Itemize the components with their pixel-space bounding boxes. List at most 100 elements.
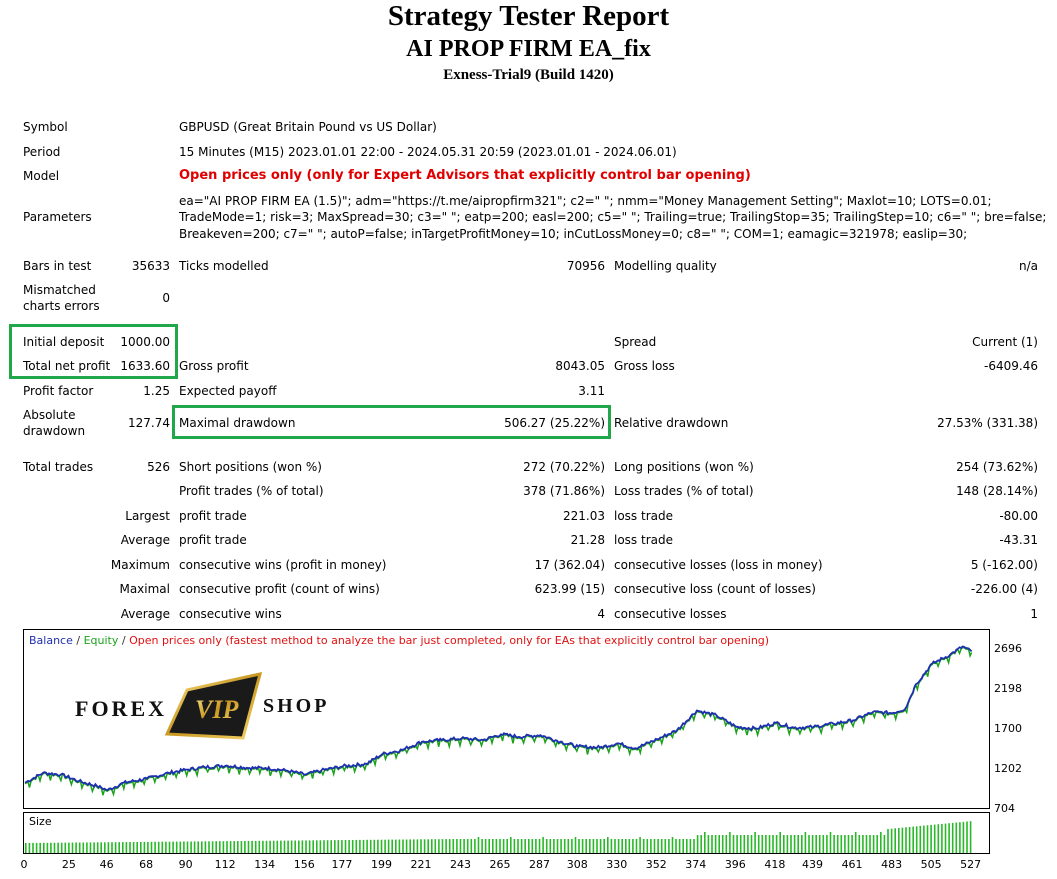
size-bar <box>513 839 516 853</box>
parameters-line-2: TradeMode=1; risk=3; MaxSpread=30; c3=" … <box>179 210 1047 224</box>
size-bar <box>46 842 49 853</box>
maximal-loss-value: -226.00 (4) <box>970 582 1038 596</box>
max-losses-label: consecutive losses (loss in money) <box>614 558 823 572</box>
logo-text-forex: FOREX <box>75 696 167 721</box>
size-bar <box>700 835 702 853</box>
x-tick-label: 243 <box>449 858 471 871</box>
size-bar <box>64 842 67 853</box>
logo-badge-shape <box>164 672 263 740</box>
maximal-profit-value: 623.99 (15) <box>534 582 605 596</box>
size-bar <box>150 841 153 853</box>
size-bar <box>143 841 146 853</box>
size-bar <box>118 842 120 853</box>
size-bar <box>660 839 663 853</box>
size-bar <box>959 822 961 853</box>
size-bar <box>129 842 131 853</box>
size-bar <box>330 840 332 853</box>
size-bar <box>290 840 293 853</box>
size-bar <box>689 839 692 853</box>
avg-wins-label: consecutive wins <box>179 607 282 621</box>
size-bar <box>815 835 817 853</box>
size-bar <box>193 841 196 853</box>
size-bar <box>316 840 318 853</box>
size-bar <box>926 825 929 853</box>
size-bar <box>657 839 659 853</box>
size-bar <box>175 841 178 853</box>
size-label: Size <box>29 815 52 828</box>
size-bar <box>384 839 386 853</box>
y-tick-label: 1202 <box>994 762 1022 775</box>
size-bar <box>201 841 203 853</box>
x-tick-label: 439 <box>802 858 824 871</box>
deposit-value: 1000.00 <box>120 335 170 349</box>
size-bar <box>797 835 799 853</box>
size-bar <box>104 842 106 853</box>
size-bar <box>39 842 41 853</box>
size-bar <box>409 839 411 853</box>
report-subtitle: AI PROP FIRM EA_fix <box>406 36 651 62</box>
size-bar <box>405 839 408 853</box>
loss-trades-label: Loss trades (% of total) <box>614 484 754 498</box>
x-tick-label: 112 <box>214 858 236 871</box>
size-bar <box>215 841 217 853</box>
size-bar <box>204 841 207 853</box>
size-bar <box>154 841 156 853</box>
avg-profit-label: profit trade <box>179 533 247 547</box>
size-bar <box>930 824 932 853</box>
x-tick-label: 134 <box>254 858 276 871</box>
size-bar <box>377 839 379 853</box>
size-bar <box>617 839 620 853</box>
size-bar <box>269 840 271 853</box>
size-bar <box>671 837 674 853</box>
size-bar <box>786 835 789 853</box>
max-wins-value: 17 (362.04) <box>534 558 605 572</box>
size-bar <box>226 841 228 853</box>
size-bar <box>495 839 498 853</box>
size-bar <box>851 835 853 853</box>
largest-profit-label: profit trade <box>179 509 247 523</box>
size-bar <box>923 825 925 853</box>
logo-text-shop: SHOP <box>263 695 329 717</box>
x-tick-label: 483 <box>881 858 903 871</box>
net-profit-label: Total net profit <box>23 359 111 373</box>
size-bar <box>711 835 713 853</box>
size-bar <box>229 841 232 853</box>
size-bar <box>678 839 681 853</box>
balance-series-line <box>24 645 973 792</box>
max-drawdown-value: 506.27 (25.22%) <box>504 416 605 430</box>
size-bar <box>772 835 774 853</box>
size-bar <box>337 840 340 853</box>
avg-losses-value: 1 <box>1030 607 1038 621</box>
largest-label: Largest <box>125 509 170 523</box>
size-bar <box>844 835 846 853</box>
quality-value: n/a <box>1018 259 1038 273</box>
size-bar <box>574 837 577 853</box>
size-bar <box>477 837 480 853</box>
size-bar <box>603 839 605 853</box>
mismatch-label-1: Mismatched <box>23 283 96 297</box>
size-bar <box>682 839 684 853</box>
size-bar <box>86 842 88 853</box>
size-bar <box>592 839 595 853</box>
size-bar <box>136 842 138 853</box>
total-trades-label: Total trades <box>23 460 94 474</box>
period-label: Period <box>23 145 61 159</box>
size-bar <box>775 835 778 853</box>
gross-profit-value: 8043.05 <box>555 359 605 373</box>
size-bar <box>560 839 562 853</box>
size-bar <box>499 839 501 853</box>
abs-drawdown-value: 127.74 <box>128 416 170 430</box>
size-bar <box>599 839 602 853</box>
size-bar <box>589 839 591 853</box>
size-bar <box>68 842 70 853</box>
size-bar <box>298 840 300 853</box>
symbol-label: Symbol <box>23 120 68 134</box>
size-bar <box>434 839 437 853</box>
size-bar <box>747 835 749 853</box>
bars-label: Bars in test <box>23 259 92 273</box>
size-bar <box>140 841 142 853</box>
size-bar <box>944 823 947 853</box>
abs-drawdown-label-2: drawdown <box>23 424 86 438</box>
legend-separator: / <box>72 634 84 647</box>
gross-loss-label: Gross loss <box>614 359 675 373</box>
